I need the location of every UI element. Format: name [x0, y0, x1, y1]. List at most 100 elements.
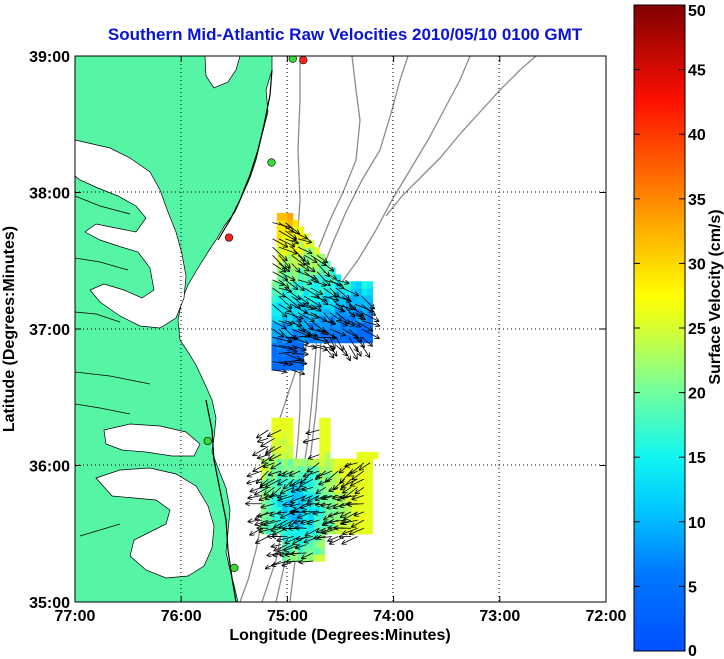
velocity-cell: [319, 465, 326, 473]
velocity-cell: [367, 513, 373, 521]
velocity-cell: [361, 492, 368, 501]
velocity-cell: [367, 315, 373, 323]
velocity-cell: [303, 294, 310, 303]
velocity-cell: [276, 499, 283, 508]
x-tick-label: 76:00: [161, 608, 202, 625]
velocity-cell: [292, 458, 299, 467]
velocity-cell: [282, 274, 288, 282]
velocity-cell: [356, 458, 363, 467]
velocity-cell: [308, 485, 315, 494]
velocity-vector: [274, 544, 288, 551]
velocity-cell: [335, 288, 342, 296]
colorbar-tick-label: 35: [688, 192, 706, 209]
velocity-cell: [367, 458, 373, 467]
velocity-cell: [319, 540, 326, 548]
velocity-cell: [282, 315, 288, 323]
velocity-cell: [340, 458, 347, 467]
velocity-cell: [292, 499, 299, 508]
velocity-cell: [271, 438, 278, 446]
velocity-vector: [258, 437, 269, 442]
velocity-vector: [299, 561, 313, 562]
velocity-vector: [297, 312, 314, 322]
velocity-cell: [313, 308, 320, 316]
green-station-marker: [288, 56, 297, 63]
velocity-cell: [271, 322, 278, 330]
velocity-cell: [292, 315, 299, 323]
velocity-vector: [278, 478, 288, 485]
velocity-vector: [310, 344, 327, 350]
velocity-vector: [291, 553, 307, 554]
green-station-marker: [267, 158, 276, 167]
velocity-cell: [335, 526, 342, 535]
velocity-vector: [350, 478, 365, 486]
velocity-cell: [361, 520, 368, 528]
velocity-cell: [271, 492, 278, 501]
velocity-cell: [361, 451, 368, 460]
velocity-cell: [282, 554, 288, 562]
velocity-vector: [285, 353, 300, 360]
velocity-vector: [355, 312, 365, 320]
velocity-cell: [287, 356, 294, 364]
velocity-cell: [345, 520, 352, 528]
velocity-cell: [287, 294, 294, 303]
velocity-cell: [351, 294, 358, 303]
velocity-cell: [319, 301, 326, 310]
velocity-cell: [308, 526, 315, 535]
velocity-vector: [291, 279, 305, 291]
velocity-cell: [298, 506, 304, 514]
velocity-vector: [316, 295, 328, 304]
velocity-vector: [247, 470, 263, 476]
velocity-cell: [276, 417, 283, 426]
velocity-cell: [324, 431, 331, 439]
velocity-vector: [325, 470, 339, 482]
velocity-vector: [297, 536, 313, 539]
velocity-cell: [271, 356, 278, 364]
velocity-cell: [356, 301, 363, 310]
velocity-cell: [271, 417, 278, 426]
velocity-cell: [298, 247, 304, 255]
velocity-cell: [282, 301, 288, 310]
velocity-cell: [292, 329, 299, 337]
velocity-cell: [351, 335, 358, 344]
velocity-vector: [335, 312, 349, 324]
velocity-cell: [351, 281, 358, 289]
velocity-cell: [292, 492, 299, 501]
velocity-cell: [303, 458, 310, 467]
velocity-cell: [266, 458, 273, 467]
velocity-cell: [319, 554, 326, 562]
velocity-cell: [282, 247, 288, 255]
velocity-cell: [308, 499, 315, 508]
velocity-cell: [340, 308, 347, 316]
velocity-cell: [345, 499, 352, 508]
velocity-vector: [277, 512, 288, 513]
velocity-cell: [292, 526, 299, 535]
velocity-cell: [271, 315, 278, 323]
velocity-cell: [356, 288, 363, 296]
velocity-cell: [303, 465, 310, 473]
velocity-vector: [336, 279, 349, 284]
velocity-cell: [271, 329, 278, 337]
velocity-cell: [324, 267, 331, 275]
velocity-vector: [329, 328, 346, 335]
chart-title: Southern Mid-Atlantic Raw Velocities 201…: [108, 25, 583, 44]
velocity-cell: [271, 485, 278, 494]
velocity-cell: [313, 547, 320, 555]
velocity-vector: [285, 238, 298, 243]
velocity-cell: [329, 281, 336, 289]
velocity-cell: [303, 315, 310, 323]
velocity-cell: [313, 260, 320, 269]
velocity-vector: [345, 462, 358, 467]
velocity-cell: [292, 260, 299, 269]
velocity-vector: [271, 528, 282, 530]
velocity-vector: [272, 271, 288, 280]
velocity-cell: [319, 335, 326, 344]
velocity-cell: [340, 335, 347, 344]
velocity-vector: [355, 487, 365, 493]
velocity-vector: [268, 429, 282, 436]
velocity-vector: [271, 462, 282, 469]
velocity-cell: [298, 240, 304, 248]
velocity-vector: [329, 279, 344, 289]
velocity-cell: [351, 499, 358, 508]
velocity-vector: [298, 511, 314, 518]
colorbar-tick-label: 30: [688, 256, 706, 273]
